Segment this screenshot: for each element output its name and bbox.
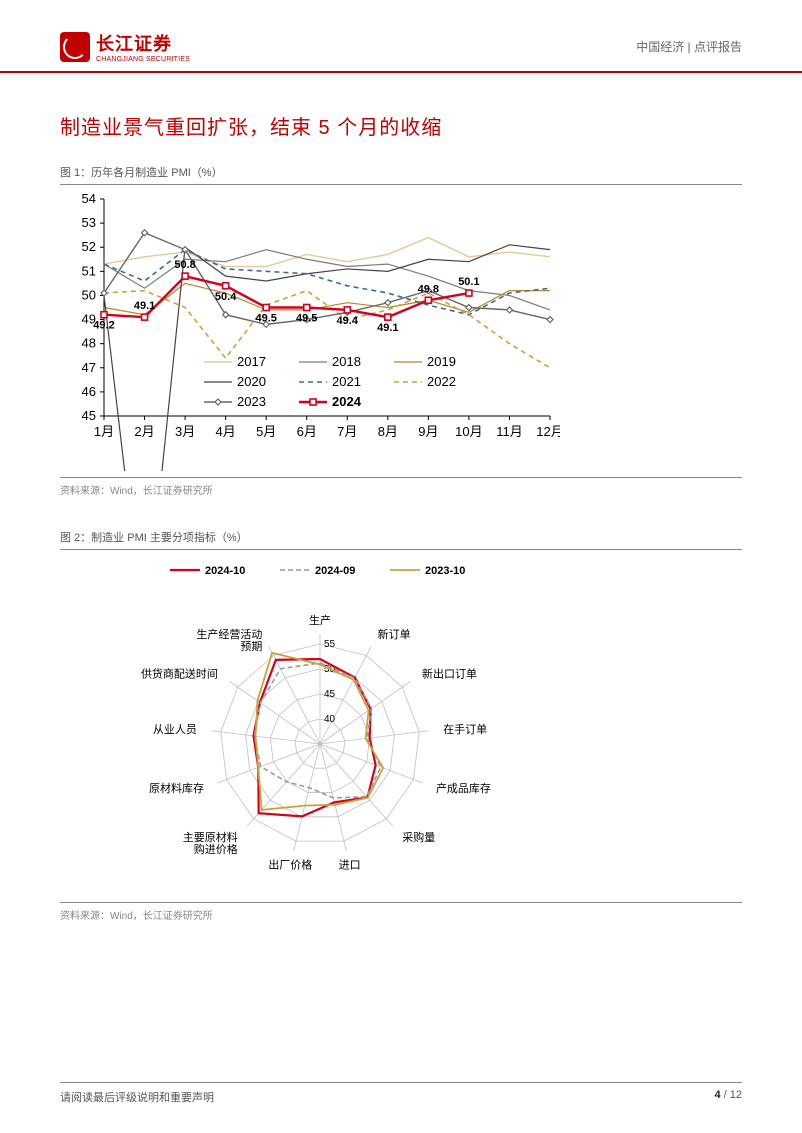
fig1-chart: 454647484950515253541月2月3月4月5月6月7月8月9月10… (60, 191, 560, 471)
svg-text:2020: 2020 (237, 374, 266, 389)
svg-text:49.1: 49.1 (377, 322, 398, 334)
svg-text:新出口订单: 新出口订单 (422, 667, 477, 681)
svg-text:预期: 预期 (240, 640, 262, 653)
svg-text:46: 46 (82, 384, 96, 399)
fig2-chart: 2024-10 2024-09 2023-10 生产新订单新出口订单在手订单产成品库存… (60, 556, 560, 896)
svg-text:采购量: 采购量 (402, 830, 435, 844)
svg-text:40: 40 (324, 714, 336, 725)
logo-text-cn: 长江证券 (96, 30, 190, 56)
svg-text:2023: 2023 (237, 394, 266, 409)
svg-text:49.5: 49.5 (296, 313, 317, 325)
svg-text:4月: 4月 (216, 424, 236, 439)
svg-text:51: 51 (82, 263, 96, 278)
svg-text:50.4: 50.4 (215, 291, 237, 303)
svg-text:49.1: 49.1 (134, 300, 155, 312)
svg-text:2022: 2022 (427, 374, 456, 389)
svg-text:48: 48 (82, 336, 96, 351)
company-logo: 长江证券 CHANGJIANG SECURITIES (60, 30, 190, 63)
svg-text:49.5: 49.5 (255, 313, 276, 325)
svg-text:45: 45 (324, 689, 336, 700)
svg-text:49.4: 49.4 (337, 315, 359, 327)
svg-text:8月: 8月 (378, 424, 398, 439)
svg-text:1月: 1月 (94, 424, 114, 439)
svg-text:47: 47 (82, 360, 96, 375)
page-header: 长江证券 CHANGJIANG SECURITIES 中国经济 | 点评报告 (0, 0, 802, 73)
svg-text:55: 55 (324, 639, 336, 650)
svg-text:2024: 2024 (332, 394, 362, 409)
svg-text:10月: 10月 (455, 424, 482, 439)
svg-text:52: 52 (82, 239, 96, 254)
svg-text:供货商配送时间: 供货商配送时间 (141, 667, 218, 681)
svg-text:生产: 生产 (309, 613, 331, 627)
svg-text:6月: 6月 (297, 424, 317, 439)
svg-text:购进价格: 购进价格 (194, 842, 238, 856)
svg-text:2021: 2021 (332, 374, 361, 389)
svg-text:11月: 11月 (496, 424, 523, 439)
logo-text-en: CHANGJIANG SECURITIES (96, 56, 190, 63)
svg-text:产成品库存: 产成品库存 (436, 781, 491, 795)
svg-text:7月: 7月 (337, 424, 357, 439)
section-title: 制造业景气重回扩张，结束 5 个月的收缩 (60, 111, 742, 140)
header-category: 中国经济 | 点评报告 (636, 38, 742, 55)
svg-text:2024-09: 2024-09 (315, 565, 355, 577)
svg-text:50.8: 50.8 (174, 259, 195, 271)
svg-text:50.1: 50.1 (458, 276, 479, 288)
svg-text:在手订单: 在手订单 (443, 722, 487, 736)
svg-text:9月: 9月 (418, 424, 438, 439)
svg-text:从业人员: 从业人员 (153, 723, 197, 736)
svg-text:出厂价格: 出厂价格 (268, 857, 312, 871)
svg-text:生产经营活动: 生产经营活动 (196, 627, 262, 641)
page-footer: 请阅读最后评级说明和重要声明 4 / 12 (60, 1082, 742, 1105)
logo-icon (60, 32, 90, 62)
svg-text:2024-10: 2024-10 (205, 565, 245, 577)
svg-text:45: 45 (82, 408, 96, 423)
svg-text:2018: 2018 (332, 354, 361, 369)
svg-text:53: 53 (82, 215, 96, 230)
fig1-caption: 图 1：历年各月制造业 PMI（%） (60, 164, 742, 185)
svg-text:2月: 2月 (134, 424, 154, 439)
fig1-source: 资料来源：Wind，长江证券研究所 (60, 477, 742, 497)
page-number: 4 / 12 (714, 1089, 742, 1105)
svg-text:进口: 进口 (339, 858, 361, 871)
svg-text:3月: 3月 (175, 424, 195, 439)
svg-text:50: 50 (82, 287, 96, 302)
svg-text:主要原材料: 主要原材料 (183, 830, 238, 844)
footer-note: 请阅读最后评级说明和重要声明 (60, 1089, 214, 1105)
svg-text:49.2: 49.2 (93, 320, 114, 332)
svg-text:2019: 2019 (427, 354, 456, 369)
svg-text:2017: 2017 (237, 354, 266, 369)
fig2-caption: 图 2：制造业 PMI 主要分项指标（%） (60, 529, 742, 550)
svg-text:原材料库存: 原材料库存 (149, 781, 204, 795)
svg-text:49.8: 49.8 (418, 283, 439, 295)
svg-text:12月: 12月 (536, 424, 560, 439)
svg-text:2023-10: 2023-10 (425, 565, 465, 577)
fig2-source: 资料来源：Wind，长江证券研究所 (60, 902, 742, 922)
svg-text:5月: 5月 (256, 424, 276, 439)
svg-text:新订单: 新订单 (378, 627, 411, 641)
svg-text:54: 54 (82, 191, 96, 206)
